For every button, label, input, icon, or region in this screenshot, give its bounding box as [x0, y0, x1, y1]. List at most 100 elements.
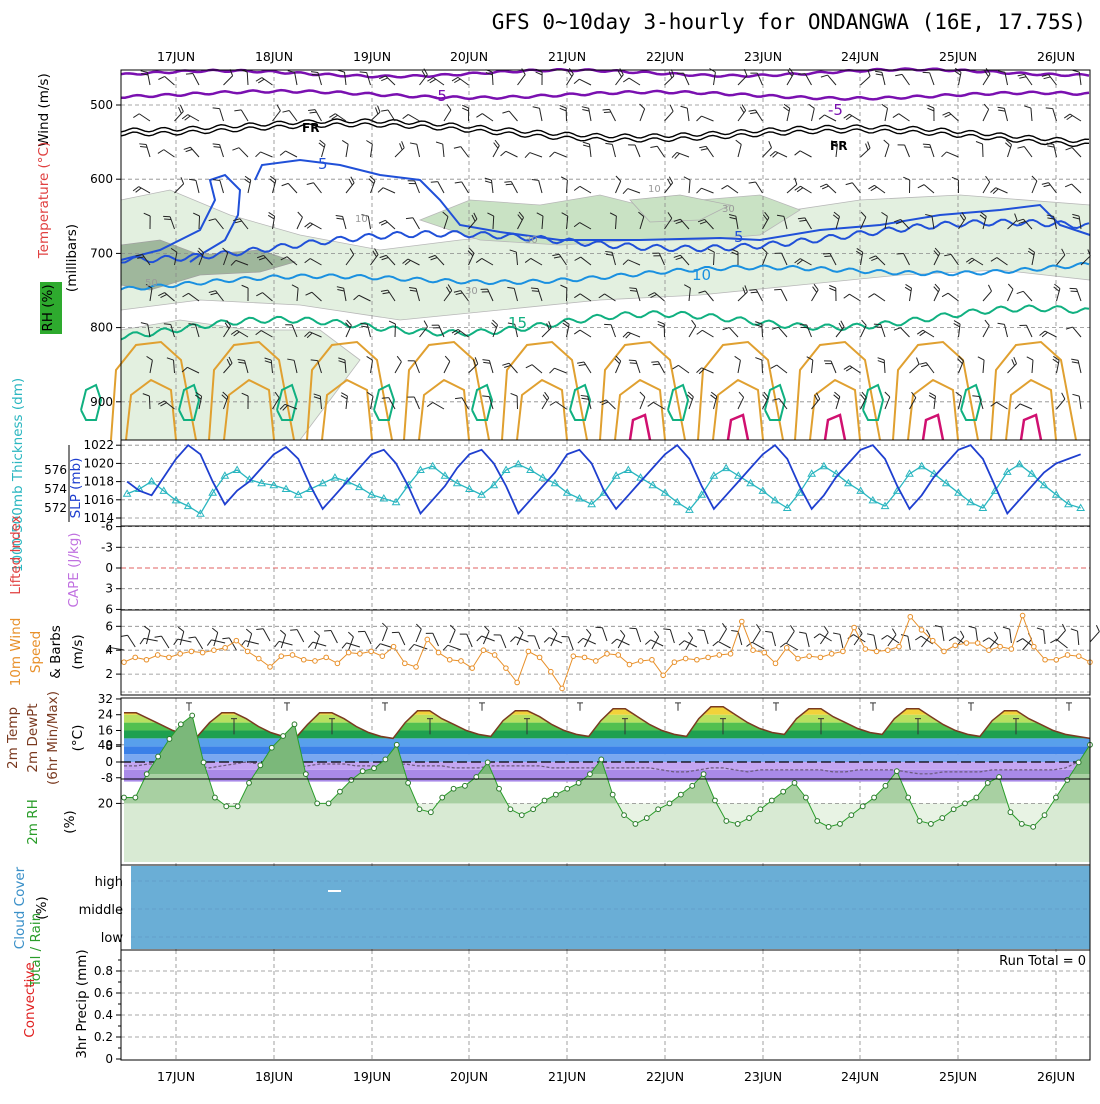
rh-point	[781, 789, 786, 794]
upper-wind-barb	[1020, 404, 1032, 409]
contour-label: 30	[465, 286, 478, 297]
surface-wind-barb	[348, 632, 353, 637]
surface-wind-barb	[1010, 629, 1012, 643]
tick-label: 0	[105, 755, 113, 769]
upper-wind-barb	[385, 220, 395, 229]
upper-wind-barb	[628, 189, 640, 193]
rh-point	[735, 822, 740, 827]
upper-wind-barb	[727, 185, 738, 193]
rh-point	[769, 798, 774, 803]
wind-speed-point	[661, 673, 666, 678]
upper-wind-barb	[234, 110, 241, 111]
upper-wind-barb	[670, 105, 673, 111]
upper-wind-barb	[188, 115, 199, 121]
surface-wind-barb	[314, 631, 319, 636]
rh-point	[451, 786, 456, 791]
rh-point	[1042, 813, 1047, 818]
upper-wind-barb	[640, 397, 645, 409]
date-label-top: 25JUN	[939, 49, 977, 64]
contour-label: FR	[830, 139, 847, 153]
upper-wind-barb	[954, 321, 960, 324]
rh-point	[963, 801, 968, 806]
upper-wind-barb	[351, 177, 354, 183]
surface-wind-barb	[1017, 639, 1023, 643]
upper-wind-barb	[1044, 77, 1051, 79]
upper-wind-barb	[610, 109, 616, 121]
upper-wind-barb	[929, 393, 935, 396]
wind-speed-point	[874, 649, 879, 654]
surface-wind-barb	[617, 639, 630, 645]
upper-wind-barb	[379, 220, 385, 223]
upper-wind-barb	[983, 109, 989, 121]
rh-point	[894, 769, 899, 774]
upper-wind-barb	[414, 397, 419, 409]
rh-point	[1054, 795, 1059, 800]
date-label-top: 22JUN	[646, 49, 684, 64]
surface-wind-barb	[346, 643, 359, 647]
upper-wind-barb	[139, 144, 146, 145]
upper-wind-barb	[902, 74, 909, 85]
upper-wind-barb	[539, 180, 542, 193]
upper-wind-barb	[532, 291, 539, 292]
upper-wind-barb	[749, 290, 756, 291]
rh-point	[178, 722, 183, 727]
rh-point	[599, 757, 604, 762]
upper-wind-barb	[158, 76, 164, 79]
temp2m-label: (6hr Min/Max)	[45, 691, 61, 785]
date-label-bottom: 23JUN	[744, 1069, 782, 1084]
upper-wind-barb	[1042, 183, 1049, 185]
upper-wind-barb	[580, 330, 591, 337]
surface-wind-barb	[983, 638, 989, 642]
tick-label: 800	[90, 321, 113, 335]
upper-wind-barb	[413, 218, 420, 229]
upper-wind-barb	[311, 72, 318, 73]
upper-wind-barb	[669, 177, 672, 183]
temp-band	[124, 699, 1090, 707]
surface-wind-barb	[756, 624, 760, 630]
date-label-top: 19JUN	[353, 49, 391, 64]
wind-speed-point	[369, 649, 374, 654]
wind-speed-point	[1032, 644, 1037, 649]
surface-wind-barb	[612, 639, 617, 644]
upper-wind-barb	[589, 144, 591, 157]
surface-wind-barb	[281, 635, 285, 648]
surface-wind-barb	[246, 629, 251, 633]
surface-wind-barb	[670, 630, 674, 643]
upper-wind-barb	[400, 143, 403, 149]
upper-wind-barb	[681, 106, 688, 108]
thickness-tick-label: 572	[44, 501, 67, 515]
upper-wind-barb	[1078, 360, 1081, 373]
rh-point	[224, 804, 229, 809]
wind10m-label: & Barbs	[48, 625, 64, 679]
rh-point	[190, 713, 195, 718]
upper-wind-barb	[577, 362, 584, 363]
wind-speed-point	[256, 656, 261, 661]
upper-wind-barb	[509, 111, 517, 121]
upper-wind-barb	[509, 363, 518, 373]
upper-wind-barb	[178, 107, 181, 113]
surface-wind-barb	[765, 631, 772, 632]
temp2m-label: 2m DewPt	[25, 703, 41, 772]
upper-wind-barb	[139, 114, 150, 121]
date-label-bottom: 19JUN	[353, 1069, 391, 1084]
rh-point	[497, 786, 502, 791]
upper-wind-barb	[389, 321, 395, 324]
upper-wind-barb	[280, 151, 285, 155]
surface-wind-barb	[315, 636, 320, 649]
surface-wind-barb	[280, 630, 285, 635]
surface-wind-barb	[279, 641, 293, 645]
upper-wind-barb	[581, 395, 588, 396]
upper-wind-barb	[1026, 325, 1032, 337]
rh-point	[701, 772, 706, 777]
tick-label: 6	[105, 602, 113, 616]
rh-point	[872, 795, 877, 800]
upper-wind-barb	[899, 114, 910, 121]
surface-wind-barb	[178, 627, 184, 631]
surface-wind-barb	[501, 635, 506, 648]
upper-wind-barb	[410, 143, 417, 144]
rh-point	[815, 819, 820, 824]
upper-wind-barb	[828, 75, 836, 85]
upper-wind-barb	[1073, 327, 1081, 337]
wind-speed-point	[728, 651, 733, 656]
surface-wind-barb	[399, 632, 405, 645]
